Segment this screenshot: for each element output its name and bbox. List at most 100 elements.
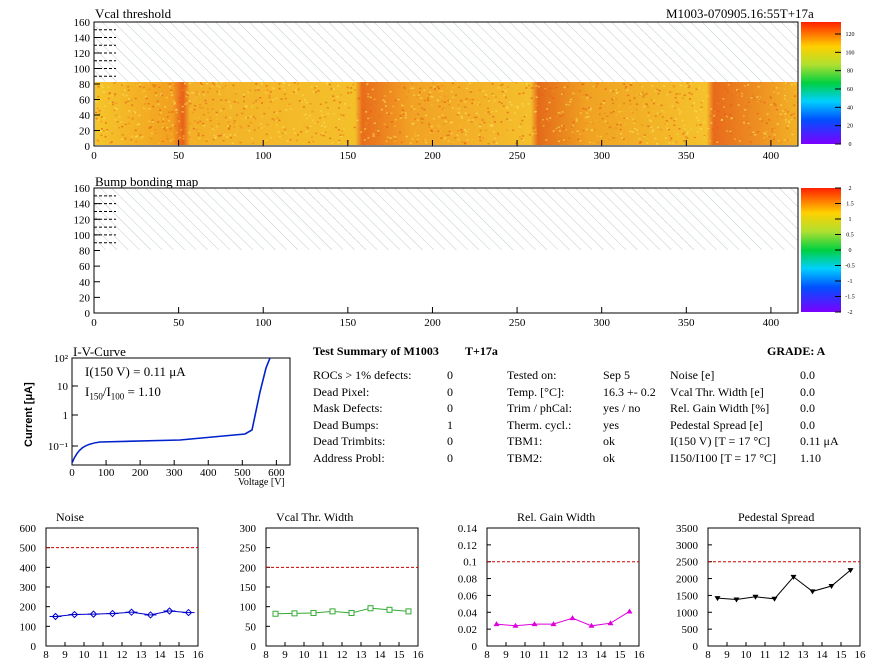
map-y-tick: 140 [74,199,91,211]
summary-label: Pedestal Spread [e] [670,417,763,432]
palette-tick: 40 [847,105,853,111]
summary-label: Temp. [°C]: [507,384,565,399]
chart-x-tick: 13 [798,649,810,661]
chart-x-tick: 11 [760,649,771,661]
map-x-tick: 350 [678,150,695,162]
summary-value: 1.10 [800,450,821,465]
palette-tick: 1.5 [846,202,854,208]
data-point [714,596,721,602]
map-x-tick: 400 [763,317,780,329]
summary-label: Noise [e] [670,368,715,382]
chart-y-tick: 150 [240,582,257,594]
map-x-tick: 100 [255,150,272,162]
chart-x-tick: 9 [503,649,509,661]
data-point [550,621,557,627]
summary-value: 0.11 μA [800,434,839,448]
chart-x-tick: 14 [817,649,829,661]
palette-tick: 0 [849,142,852,148]
chart-x-tick: 15 [174,649,186,661]
summary-value: 0 [447,368,453,382]
data-point [291,610,298,617]
summary-row: I150/I100 [T = 17 °C] 1.10 [670,451,870,466]
summary-row: I(150 V) [T = 17 °C] 0.11 μA [670,434,870,449]
chart-y-tick: 600 [20,523,37,535]
chart-y-tick: 300 [240,523,257,535]
data-point [607,620,614,626]
map-y-tick: 60 [79,95,91,107]
summary-label: ROCs > 1% defects: [313,368,412,382]
summary-value: ok [603,450,615,465]
summary-label: Tested on: [507,368,557,382]
summary-label: Dead Bumps: [313,417,379,432]
map-y-tick: 80 [79,79,91,91]
series-line [496,610,630,627]
chart-x-tick: 9 [62,649,68,661]
iv-x-tick: 300 [166,467,183,479]
summary-row: Temp. [°C]: 16.3 +- 0.2 [507,385,667,400]
chart-x-tick: 15 [394,649,406,661]
chart-x-tick: 12 [337,649,348,661]
series-line [275,607,409,615]
palette-tick: 0 [849,248,852,254]
summary-label: TBM1: [507,434,543,448]
summary-row: Mask Defects: 0 [313,401,463,416]
chart-y-tick: 50 [245,621,257,633]
data-point [386,606,393,613]
map-y-tick: 0 [85,308,91,320]
data-point [348,609,355,616]
summary-row: Rel. Gain Width [%] 0.0 [670,401,870,416]
data-point [733,597,740,603]
summary-row: Pedestal Spread [e] 0.0 [670,418,870,433]
data-point [790,574,797,580]
palette-tick: -1.5 [845,295,855,301]
chart-x-tick: 13 [356,649,368,661]
iv-x-tick: 100 [98,467,115,479]
chart-y-tick: 0.08 [458,574,478,586]
map-y-tick: 120 [74,48,91,60]
palette-tick: -1 [848,279,853,285]
map-x-tick: 50 [173,317,185,329]
summary-label: Vcal Thr. Width [e] [670,384,764,399]
summary-temp: T+17a [465,344,498,358]
chart-y-tick: 3500 [676,523,699,535]
summary-title: Test Summary of M1003 [313,344,439,358]
summary-value: 0.0 [800,417,815,432]
data-point [569,615,576,621]
summary-label: I150/I100 [T = 17 °C] [670,450,777,465]
iv-x-tick: 0 [69,467,75,479]
chart-title: Noise [56,510,84,524]
summary-row: Therm. cycl.: yes [507,418,667,433]
map-y-tick: 100 [74,64,91,76]
map-y-tick: 80 [79,246,91,258]
chart-y-tick: 3000 [676,540,699,552]
iv-y-tick: 1 [63,410,69,422]
chart-x-tick: 9 [282,649,288,661]
chart-y-tick: 500 [20,543,37,555]
summary-chart: 8 9 10 11 12 13 14 15 16 [263,527,424,661]
summary-value: 16.3 +- 0.2 [603,384,656,399]
data-point [809,589,816,595]
chart-y-tick: 0.06 [458,590,478,602]
summary-value: 0.0 [800,368,815,382]
chart-y-tick: 0.1 [463,557,477,569]
summary-row: ROCs > 1% defects: 0 [313,368,463,383]
palette-tick: 120 [846,32,855,38]
map-y-tick: 40 [79,110,91,122]
chart-x-tick: 14 [596,649,608,661]
data-point [367,605,374,612]
palette-tick: 60 [847,87,853,93]
chart-x-tick: 13 [577,649,589,661]
chart-title: Rel. Gain Width [517,510,596,524]
palette-tick: -0.5 [845,264,855,270]
chart-x-tick: 14 [375,649,387,661]
summary-value: 0 [447,450,453,465]
data-point [626,608,633,614]
palette-tick: 0.5 [846,233,854,239]
data-point [512,622,519,628]
map1-palette [801,22,841,144]
map-x-tick: 250 [509,317,526,329]
summary-value: 0 [447,401,453,415]
summary-label: Address Probl: [313,450,385,465]
map2: 0 50 100 150 200 250 300 350 4000204060801001201… [74,183,855,329]
map-x-tick: 200 [424,150,441,162]
